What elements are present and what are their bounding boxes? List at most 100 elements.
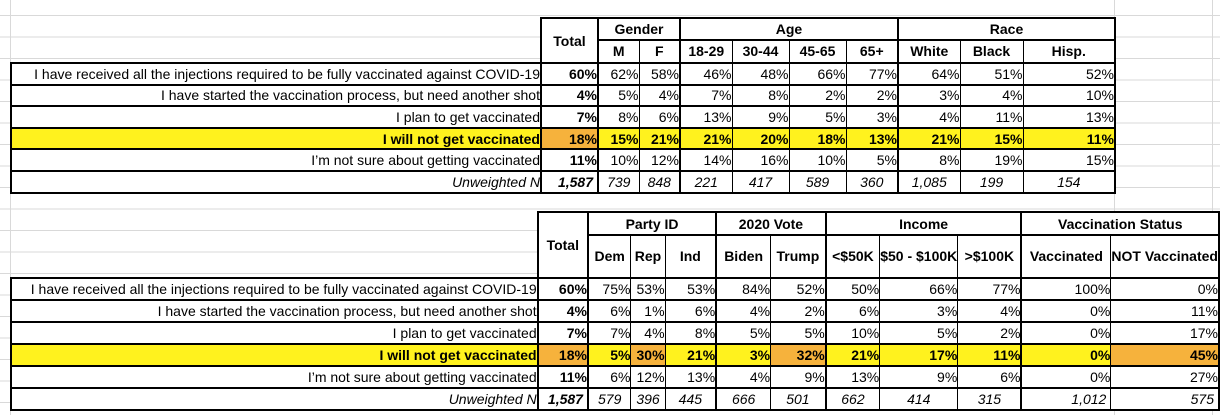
n-cell[interactable]: 1,012 [1020, 387, 1111, 411]
data-cell[interactable]: 11% [1110, 299, 1220, 323]
data-cell[interactable]: 13% [845, 126, 898, 151]
row-label[interactable]: I’m not sure about getting vaccinated [10, 148, 541, 172]
row-label[interactable]: Unweighted N [10, 169, 541, 194]
data-cell[interactable]: 58% [638, 62, 680, 86]
data-cell[interactable]: 5% [586, 343, 631, 367]
data-cell[interactable]: 18% [788, 126, 846, 151]
data-cell[interactable]: 32% [770, 343, 826, 367]
data-cell[interactable]: 4% [638, 83, 680, 108]
data-cell[interactable]: 52% [770, 277, 826, 301]
data-cell[interactable]: 0% [1020, 321, 1111, 345]
column-header-vaccinated[interactable]: Vaccinated [1020, 234, 1111, 279]
group-header-2020-vote[interactable]: 2020 Vote [715, 211, 826, 236]
column-header-30-44[interactable]: 30-44 [731, 39, 789, 64]
data-cell[interactable]: 13% [824, 365, 880, 389]
data-cell[interactable]: 77% [957, 277, 1022, 301]
data-cell[interactable]: 17% [1110, 321, 1220, 345]
data-cell[interactable]: 0% [1020, 365, 1111, 389]
data-cell[interactable]: 13% [664, 365, 717, 389]
data-cell[interactable]: 7% [540, 105, 598, 129]
data-cell[interactable]: 5% [879, 321, 958, 345]
data-cell[interactable]: 5% [597, 83, 639, 108]
data-cell[interactable]: 60% [540, 62, 598, 86]
data-cell[interactable]: 10% [788, 148, 846, 172]
data-cell[interactable]: 48% [731, 62, 789, 86]
data-cell[interactable]: 7% [679, 83, 732, 108]
data-cell[interactable]: 77% [845, 62, 898, 86]
data-cell[interactable]: 4% [630, 321, 666, 345]
n-cell[interactable]: 199 [959, 169, 1023, 194]
data-cell[interactable]: 13% [679, 105, 732, 129]
column-header-m[interactable]: M [597, 39, 639, 64]
n-cell[interactable]: 360 [845, 169, 898, 194]
data-cell[interactable]: 6% [586, 365, 631, 389]
group-header-race[interactable]: Race [897, 17, 1116, 41]
data-cell[interactable]: 52% [1022, 62, 1116, 86]
row-label[interactable]: I have started the vaccination process, … [10, 299, 538, 323]
data-cell[interactable]: 19% [959, 148, 1023, 172]
group-header-income[interactable]: Income [824, 211, 1022, 236]
data-cell[interactable]: 6% [664, 299, 717, 323]
data-cell[interactable]: 15% [1022, 148, 1116, 172]
data-cell[interactable]: 4% [715, 299, 771, 323]
column-header-65plus[interactable]: 65+ [845, 39, 898, 64]
data-cell[interactable]: 15% [597, 126, 639, 151]
n-cell[interactable]: 1,587 [540, 169, 598, 194]
column-header-hisp[interactable]: Hisp. [1022, 39, 1116, 64]
data-cell[interactable]: 9% [770, 365, 826, 389]
data-cell[interactable]: 11% [540, 148, 598, 172]
data-cell[interactable]: 53% [630, 277, 666, 301]
n-cell[interactable]: 575 [1110, 387, 1220, 411]
n-cell[interactable]: 154 [1022, 169, 1116, 194]
data-cell[interactable]: 14% [679, 148, 732, 172]
data-cell[interactable]: 16% [731, 148, 789, 172]
column-header-black[interactable]: Black [959, 39, 1023, 64]
data-cell[interactable]: 3% [879, 299, 958, 323]
n-cell[interactable]: 445 [664, 387, 717, 411]
data-cell[interactable]: 9% [731, 105, 789, 129]
n-cell[interactable]: 396 [630, 387, 666, 411]
data-cell[interactable]: 17% [879, 343, 958, 367]
data-cell[interactable]: 8% [731, 83, 789, 108]
data-cell[interactable]: 4% [715, 365, 771, 389]
column-header-under-50k[interactable]: <$50K [824, 234, 880, 279]
data-cell[interactable]: 21% [638, 126, 680, 151]
data-cell[interactable]: 8% [597, 105, 639, 129]
data-cell[interactable]: 66% [879, 277, 958, 301]
n-cell[interactable]: 589 [788, 169, 846, 194]
group-header-party-id[interactable]: Party ID [586, 211, 717, 236]
data-cell[interactable]: 53% [664, 277, 717, 301]
n-cell[interactable]: 414 [879, 387, 958, 411]
row-label[interactable]: Unweighted N [10, 387, 538, 411]
column-header-45-65[interactable]: 45-65 [788, 39, 846, 64]
data-cell[interactable]: 0% [1020, 343, 1111, 367]
row-label[interactable]: I’m not sure about getting vaccinated [10, 365, 538, 389]
data-cell[interactable]: 11% [1022, 126, 1116, 151]
column-header-biden[interactable]: Biden [715, 234, 771, 279]
data-cell[interactable]: 4% [536, 299, 588, 323]
data-cell[interactable]: 1% [630, 299, 666, 323]
data-cell[interactable]: 12% [638, 148, 680, 172]
data-cell[interactable]: 12% [630, 365, 666, 389]
data-cell[interactable]: 60% [536, 277, 588, 301]
row-label[interactable]: I will not get vaccinated [10, 343, 538, 367]
column-header-f[interactable]: F [638, 39, 680, 64]
column-header-rep[interactable]: Rep [630, 234, 666, 279]
row-label[interactable]: I have started the vaccination process, … [10, 83, 541, 108]
data-cell[interactable]: 5% [770, 321, 826, 345]
group-header-vaccination-status[interactable]: Vaccination Status [1020, 211, 1220, 236]
data-cell[interactable]: 7% [586, 321, 631, 345]
data-cell[interactable]: 0% [1110, 277, 1220, 301]
group-header-gender[interactable]: Gender [597, 17, 680, 41]
data-cell[interactable]: 50% [824, 277, 880, 301]
column-header-white[interactable]: White [897, 39, 960, 64]
row-label[interactable]: I have received all the injections requi… [10, 277, 538, 301]
data-cell[interactable]: 84% [715, 277, 771, 301]
data-cell[interactable]: 18% [536, 343, 588, 367]
n-cell[interactable]: 221 [679, 169, 732, 194]
data-cell[interactable]: 4% [540, 83, 598, 108]
data-cell[interactable]: 2% [845, 83, 898, 108]
data-cell[interactable]: 46% [679, 62, 732, 86]
column-header-18-29[interactable]: 18-29 [679, 39, 732, 64]
n-cell[interactable]: 1,587 [536, 387, 588, 411]
